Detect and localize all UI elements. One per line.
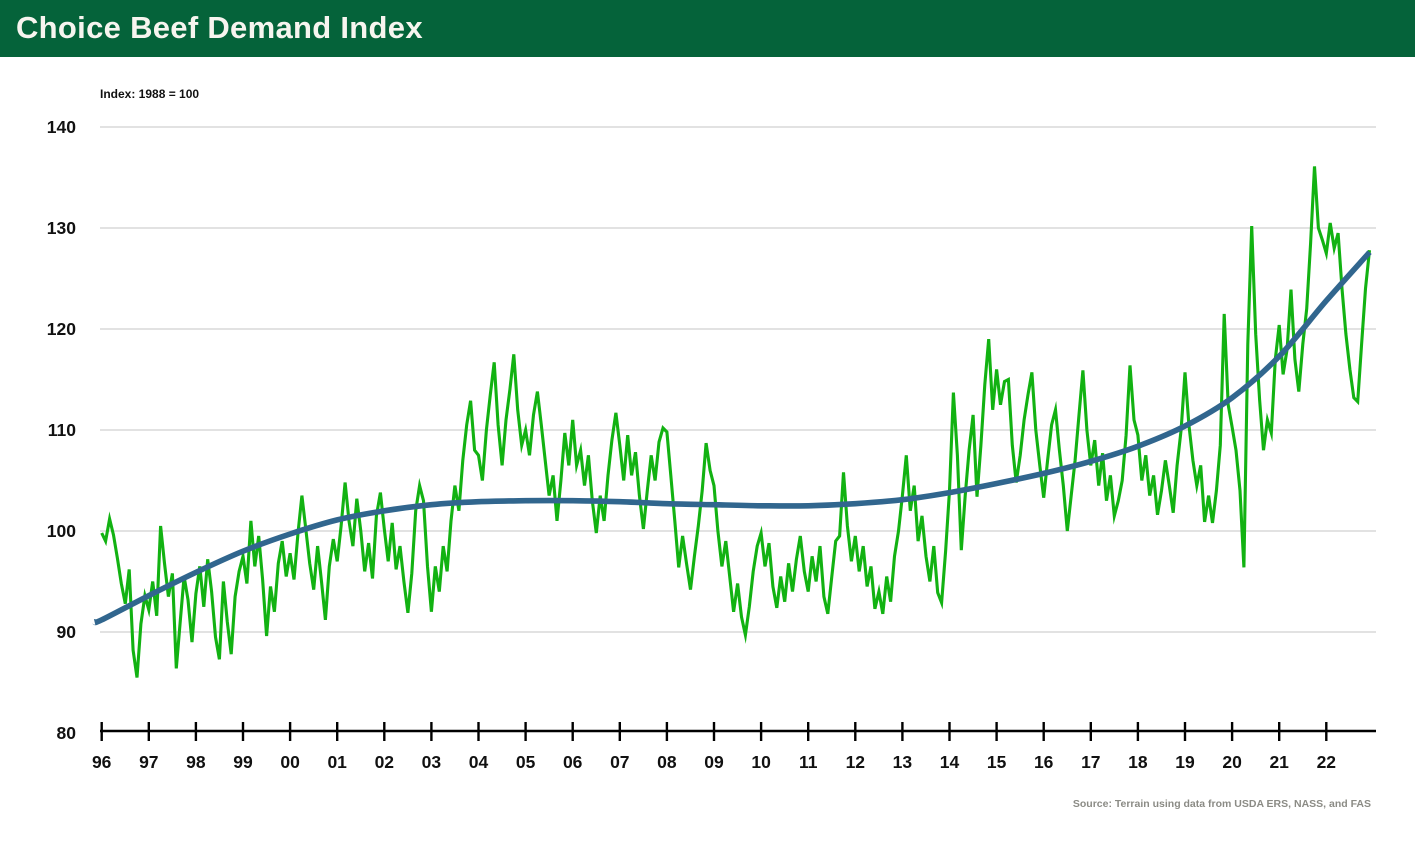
- x-tick-label-06: 06: [563, 752, 583, 772]
- x-tick-label-11: 11: [799, 752, 818, 772]
- x-tick-label-96: 96: [92, 752, 112, 772]
- x-tick-label-17: 17: [1081, 752, 1100, 772]
- x-tick-label-14: 14: [940, 752, 960, 772]
- trend-line: [92, 250, 1372, 626]
- x-tick-label-04: 04: [469, 752, 489, 772]
- y-tick-label-90: 90: [57, 622, 77, 642]
- x-tick-label-10: 10: [751, 752, 771, 772]
- monthly-index-line: [100, 166, 1372, 678]
- x-tick-label-13: 13: [893, 752, 913, 772]
- x-tick-label-18: 18: [1128, 752, 1148, 772]
- y-tick-label-140: 140: [47, 117, 76, 137]
- header-bar: Choice Beef Demand Index: [0, 0, 1415, 57]
- x-tick-label-09: 09: [704, 752, 724, 772]
- y-tick-label-130: 130: [47, 218, 76, 238]
- x-tick-label-00: 00: [280, 752, 300, 772]
- y-tick-label-100: 100: [47, 521, 76, 541]
- x-tick-label-19: 19: [1175, 752, 1195, 772]
- index-note: Index: 1988 = 100: [100, 87, 200, 101]
- x-tick-label-15: 15: [987, 752, 1007, 772]
- y-tick-label-80: 80: [57, 723, 77, 743]
- x-tick-label-20: 20: [1222, 752, 1242, 772]
- y-tick-label-120: 120: [47, 319, 76, 339]
- x-tick-label-07: 07: [610, 752, 629, 772]
- x-tick-label-02: 02: [375, 752, 395, 772]
- x-tick-label-21: 21: [1269, 752, 1289, 772]
- x-tick-label-97: 97: [139, 752, 158, 772]
- x-tick-label-12: 12: [846, 752, 866, 772]
- x-tick-label-22: 22: [1317, 752, 1337, 772]
- x-tick-label-01: 01: [327, 752, 347, 772]
- x-tick-label-03: 03: [422, 752, 442, 772]
- x-tick-label-98: 98: [186, 752, 206, 772]
- page-title: Choice Beef Demand Index: [16, 10, 423, 45]
- x-tick-label-08: 08: [657, 752, 677, 772]
- source-credit: Source: Terrain using data from USDA ERS…: [1072, 798, 1371, 810]
- x-tick-label-16: 16: [1034, 752, 1054, 772]
- x-tick-label-05: 05: [516, 752, 536, 772]
- y-tick-label-110: 110: [48, 420, 76, 440]
- x-tick-label-99: 99: [233, 752, 253, 772]
